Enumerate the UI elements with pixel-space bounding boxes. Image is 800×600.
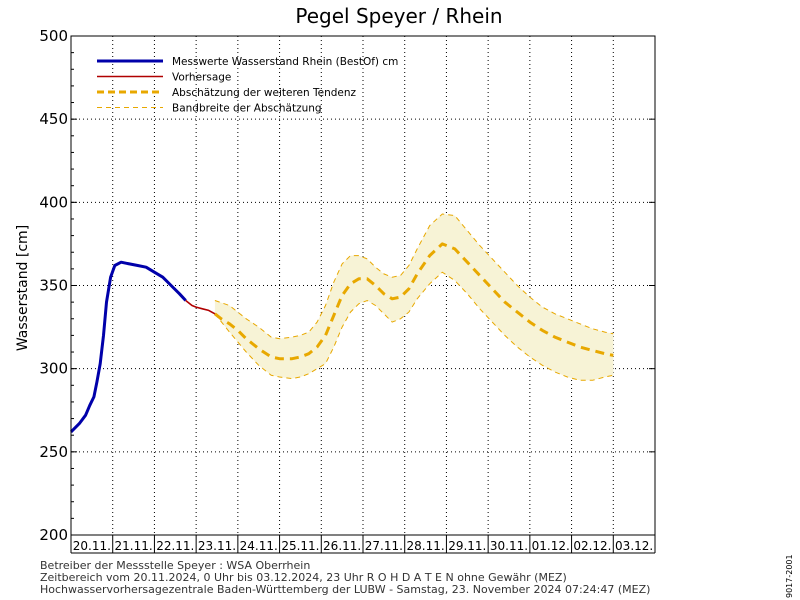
y-tick-label: 250 [39,443,68,461]
y-tick-label: 500 [39,27,68,45]
footer-source: Hochwasservorhersagezentrale Baden-Württ… [40,583,650,596]
forecast-series-line [185,299,216,315]
series-lines [69,242,614,433]
x-tick-label: 30.11. [490,539,528,553]
x-tick-label: 02.12. [573,539,611,553]
x-tick-label: 26.11. [323,539,361,553]
y-axis-label: Wasserstand [cm] [15,225,31,351]
x-tick-label: 20.11. [73,539,111,553]
x-tick-label: 28.11. [406,539,444,553]
band-fill [214,214,614,381]
y-tick-label: 350 [39,277,68,295]
y-tick-label: 450 [39,110,68,128]
x-tick-label: 03.12. [615,539,653,553]
y-tick-label: 300 [39,360,68,378]
chart-title: Pegel Speyer / Rhein [295,4,502,28]
x-tick-label: 25.11. [281,539,319,553]
legend: Messwerte Wasserstand Rhein (BestOf) cm V… [97,56,398,115]
legend-label-measured: Messwerte Wasserstand Rhein (BestOf) cm [172,56,398,68]
x-tick-label: 23.11. [198,539,236,553]
band-lower-line [214,271,614,381]
y-tick-label: 400 [39,193,68,211]
x-tick-label: 24.11. [240,539,278,553]
band-upper-line [214,213,614,340]
legend-label-forecast: Vorhersage [172,72,231,84]
side-code-label: 9017-2001 [785,554,794,598]
x-tick-label: 21.11. [114,539,152,553]
footer-operator: Betreiber der Messstelle Speyer : WSA Ob… [40,559,310,572]
footer-timerange: Zeitbereich vom 20.11.2024, 0 Uhr bis 03… [40,571,567,584]
y-axis-ticks: 200 250 300 350 400 450 500 [39,27,655,544]
x-axis-ticks: 20.11. 21.11. 22.11. 23.11. 24.11. 25.11. 26.1… [70,535,656,554]
x-tick-label: 29.11. [448,539,486,553]
x-tick-label: 27.11. [365,539,403,553]
band-area [214,213,614,381]
x-tick-label: 01.12. [532,539,570,553]
y-tick-label: 200 [39,526,68,544]
measured-series-line [69,260,187,433]
legend-label-trend: Abschätzung der weiteren Tendenz [172,87,357,99]
trend-series-line [213,242,614,361]
x-tick-label: 22.11. [156,539,194,553]
legend-label-band: Bandbreite der Abschätzung [172,103,322,115]
